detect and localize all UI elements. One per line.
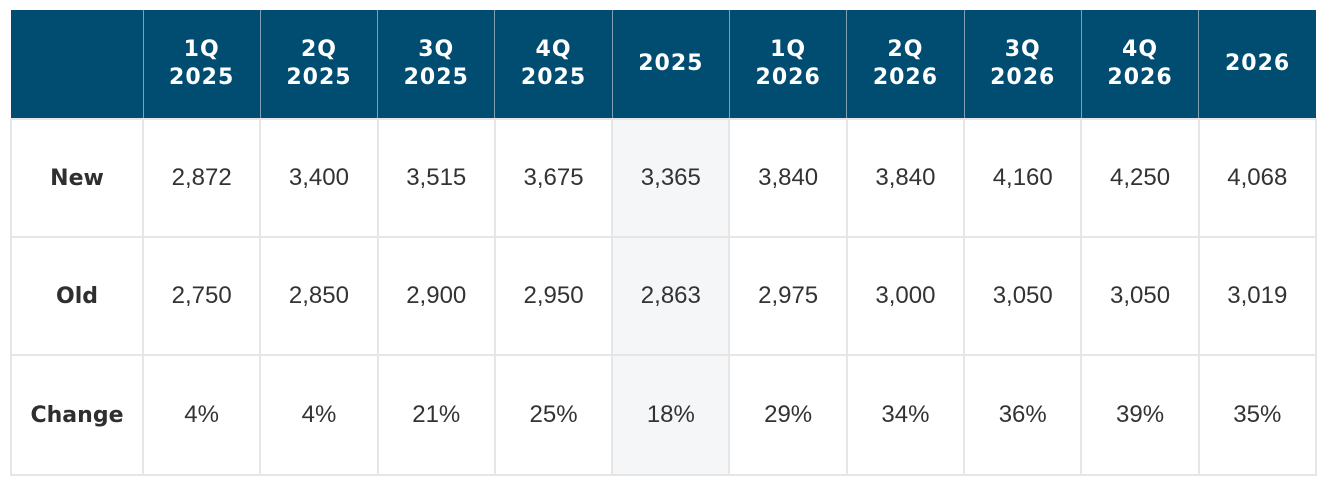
column-header-text: 4Q [535, 37, 572, 62]
column-header-text: 2025 [403, 65, 469, 90]
table-cell: 3,675 [493, 118, 614, 238]
table-cell: 4,250 [1080, 118, 1200, 238]
table-cell: 2,950 [493, 236, 614, 356]
table-cell: 3,840 [845, 118, 966, 238]
table-cell: 3,365 [611, 118, 731, 238]
table-cell: 2,872 [141, 118, 262, 238]
quarterly-data-table: 1Q 2025 2Q 2025 3Q 2025 4Q 2025 2025 1Q 2026 2Q 2026… [10, 10, 1317, 476]
column-header: 4Q 2025 [494, 10, 613, 119]
table-row: Old 2,750 2,850 2,900 2,950 2,863 2,975 3,000 3,… [10, 236, 1317, 356]
column-header: 4Q 2026 [1080, 10, 1200, 119]
table-cell: 4% [141, 354, 262, 476]
row-label: New [10, 118, 144, 238]
column-header-text: 2026 [1107, 65, 1173, 90]
data-table-container: 1Q 2025 2Q 2025 3Q 2025 4Q 2025 2025 1Q 2026 2Q 2026… [10, 10, 1317, 476]
corner-header-cell [11, 10, 144, 119]
table-cell: 2,900 [376, 236, 496, 356]
column-header-text: 2026 [872, 65, 939, 90]
column-header: 3Q 2026 [963, 10, 1082, 119]
row-label: Old [10, 236, 144, 356]
table-cell: 35% [1197, 354, 1317, 476]
column-header-text: 2026 [1224, 51, 1291, 76]
table-cell: 2,850 [259, 236, 379, 356]
column-header-text: 2Q [887, 37, 924, 62]
table-cell: 2,750 [141, 236, 262, 356]
table-cell: 21% [376, 354, 496, 476]
column-header: 2026 [1198, 10, 1316, 119]
column-header-text: 2026 [755, 65, 821, 90]
column-header: 3Q 2025 [377, 10, 496, 119]
column-header: 2Q 2026 [846, 10, 965, 119]
column-header-text: 2025 [520, 65, 587, 90]
table-header-row: 1Q 2025 2Q 2025 3Q 2025 4Q 2025 2025 1Q 2026 2Q 2026… [11, 10, 1316, 119]
table-cell: 4,160 [963, 118, 1083, 238]
column-header: 2Q 2025 [259, 10, 379, 119]
column-header-text: 1Q [770, 37, 807, 62]
column-header-text: 2026 [990, 65, 1056, 90]
table-cell: 34% [845, 354, 966, 476]
column-header-text: 2025 [169, 65, 235, 90]
column-header-text: 4Q [1122, 37, 1159, 62]
column-header-text: 1Q [183, 37, 220, 62]
column-header-text: 3Q [418, 37, 455, 62]
table-cell: 2,863 [611, 236, 731, 356]
table-cell: 18% [611, 354, 731, 476]
table-body: New 2,872 3,400 3,515 3,675 3,365 3,840 3,840 4,… [10, 118, 1317, 476]
table-cell: 3,050 [1080, 236, 1200, 356]
table-cell: 3,840 [728, 118, 848, 238]
column-header: 1Q 2026 [728, 10, 848, 119]
table-row: New 2,872 3,400 3,515 3,675 3,365 3,840 3,840 4,… [10, 118, 1317, 238]
column-header: 2025 [611, 10, 730, 119]
column-header-text: 2025 [638, 51, 704, 76]
table-cell: 39% [1080, 354, 1200, 476]
column-header-text: 2025 [286, 65, 352, 90]
table-cell: 25% [493, 354, 614, 476]
table-cell: 3,050 [963, 236, 1083, 356]
column-header-text: 2Q [300, 37, 337, 62]
row-label: Change [10, 354, 144, 476]
table-row: Change 4% 4% 21% 25% 18% 29% 34% 36% 39% 35% [10, 354, 1317, 476]
table-cell: 3,400 [259, 118, 379, 238]
table-cell: 3,000 [845, 236, 966, 356]
column-header: 1Q 2025 [142, 10, 261, 119]
table-cell: 3,019 [1197, 236, 1317, 356]
table-cell: 3,515 [376, 118, 496, 238]
table-cell: 4% [259, 354, 379, 476]
table-cell: 2,975 [728, 236, 848, 356]
column-header-text: 3Q [1004, 37, 1041, 62]
table-cell: 4,068 [1197, 118, 1317, 238]
table-cell: 29% [728, 354, 848, 476]
table-cell: 36% [963, 354, 1083, 476]
